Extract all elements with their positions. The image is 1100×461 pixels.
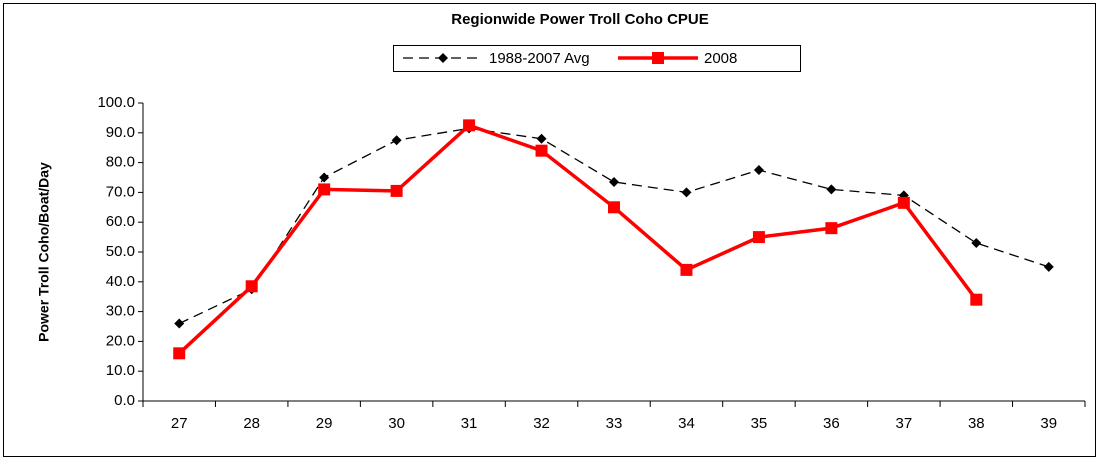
x-tick-label: 30 — [388, 415, 405, 432]
x-tick-label: 35 — [751, 415, 768, 432]
data-point — [535, 144, 548, 157]
data-point — [391, 135, 402, 146]
data-point — [752, 231, 765, 244]
legend-marker — [438, 53, 448, 63]
data-point — [681, 187, 692, 198]
y-tick-label: 80.0 — [106, 154, 135, 171]
data-point — [897, 196, 910, 209]
data-point — [174, 318, 185, 329]
data-point — [390, 184, 403, 197]
x-tick-label: 39 — [1040, 415, 1057, 432]
x-tick-label: 32 — [533, 415, 550, 432]
data-point — [680, 263, 693, 276]
data-point — [970, 293, 983, 306]
data-point — [971, 238, 982, 249]
legend-marker — [652, 52, 664, 64]
y-tick-label: 60.0 — [106, 213, 135, 230]
legend-label: 1988-2007 Avg — [489, 50, 590, 67]
x-tick-label: 36 — [823, 415, 840, 432]
data-point — [825, 222, 838, 235]
legend-box — [393, 45, 801, 72]
chart-border — [3, 3, 1096, 457]
y-tick-label: 40.0 — [106, 273, 135, 290]
x-tick-label: 33 — [606, 415, 623, 432]
x-tick-label: 27 — [171, 415, 188, 432]
x-tick-label: 28 — [243, 415, 260, 432]
y-tick-label: 30.0 — [106, 303, 135, 320]
data-point — [609, 176, 619, 187]
legend-label: 2008 — [704, 50, 737, 67]
chart-title: Regionwide Power Troll Coho CPUE — [451, 11, 709, 28]
data-point — [753, 165, 764, 176]
data-point — [463, 119, 476, 132]
data-point — [536, 133, 547, 144]
y-axis-label: Power Troll Coho/Boat/Day — [36, 162, 52, 342]
y-tick-label: 50.0 — [106, 243, 135, 260]
y-tick-label: 70.0 — [106, 183, 135, 200]
x-tick-label: 31 — [461, 415, 478, 432]
y-tick-label: 20.0 — [106, 332, 135, 349]
y-tick-label: 100.0 — [97, 94, 135, 111]
data-point — [319, 172, 330, 183]
x-tick-label: 37 — [896, 415, 913, 432]
y-tick-label: 0.0 — [114, 392, 135, 409]
data-point — [318, 183, 331, 196]
y-tick-label: 10.0 — [106, 362, 135, 379]
x-tick-label: 38 — [968, 415, 985, 432]
data-point — [608, 201, 620, 214]
data-point — [826, 184, 837, 195]
series-line — [178, 123, 978, 355]
data-point — [245, 280, 258, 293]
data-point — [173, 347, 186, 360]
x-tick-label: 29 — [316, 415, 333, 432]
y-tick-label: 90.0 — [106, 124, 135, 141]
data-point — [1043, 261, 1054, 272]
x-tick-label: 34 — [678, 415, 695, 432]
